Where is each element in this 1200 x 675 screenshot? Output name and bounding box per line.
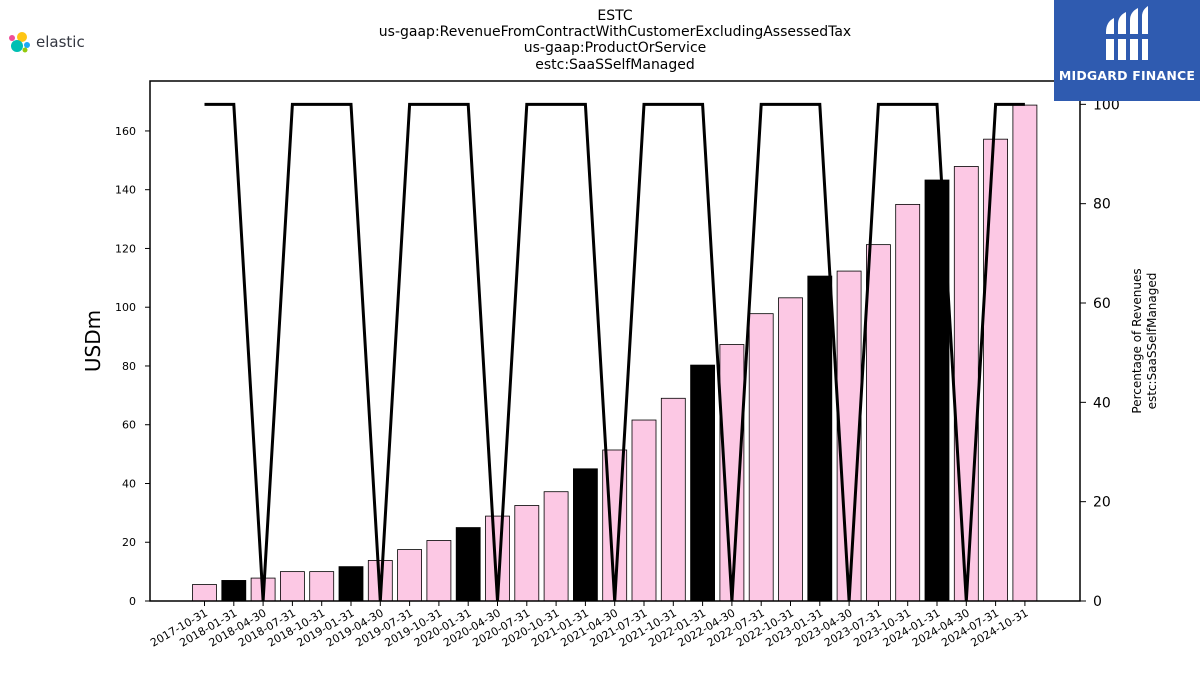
bar-2018-07-31 (279, 571, 305, 602)
y-axis-left: 0 20 40 60 80 100 120 140 160 (115, 125, 150, 608)
y-tick-label: 20 (122, 536, 136, 549)
bar-2024-04-30 (953, 166, 979, 602)
y-tick-label: 0 (129, 595, 136, 608)
bar-2019-01-31 (338, 566, 364, 602)
title-line-4: estc:SaaSSelfManaged (535, 57, 695, 73)
bar-2024-07-31 (983, 138, 1008, 602)
y2-tick-label: 100 (1093, 97, 1120, 113)
y-tick-label: 60 (122, 419, 136, 432)
y-axis-right: 0 20 40 60 80 100 (1080, 97, 1120, 610)
y2-tick-label: 80 (1093, 197, 1111, 213)
y2-tick-label: 40 (1093, 395, 1111, 411)
elastic-logo-icon (9, 32, 30, 53)
elastic-logo: elastic (8, 30, 85, 54)
elastic-logo-text: elastic (36, 33, 85, 51)
bar-2021-10-31 (660, 397, 686, 602)
bar-2018-10-31 (309, 571, 335, 602)
bar-2022-10-31 (778, 297, 803, 602)
y2-tick-label: 20 (1093, 495, 1111, 511)
midgard-logo-text: MIDGARD FINANCE (1058, 68, 1196, 83)
y2-axis-label-line-2: estc:SaaSSelfManaged (1145, 273, 1159, 410)
bar-2018-01-31 (221, 580, 247, 602)
bar-2023-01-31 (807, 275, 833, 602)
bar-2020-07-31 (514, 505, 540, 602)
title-line-2: us-gaap:RevenueFromContractWithCustomerE… (379, 24, 851, 40)
bar-series (192, 104, 1038, 602)
bar-2022-01-31 (690, 364, 715, 602)
midgard-logo-icon (1106, 6, 1148, 60)
y-tick-label: 120 (115, 242, 136, 255)
title-line-1: ESTC (597, 8, 632, 24)
y2-tick-label: 0 (1093, 594, 1102, 610)
bar-2021-07-31 (631, 419, 657, 602)
y-tick-label: 160 (115, 125, 136, 138)
bar-2023-10-31 (895, 203, 921, 602)
midgard-finance-logo: MIDGARD FINANCE (1054, 0, 1200, 101)
bar-2019-10-31 (426, 540, 452, 602)
title-line-3: us-gaap:ProductOrService (524, 40, 707, 56)
bar-2017-10-31 (192, 584, 217, 602)
bar-2019-07-31 (397, 549, 423, 602)
y-tick-label: 40 (122, 477, 136, 490)
bar-2023-07-31 (866, 244, 891, 602)
chart-title: ESTC us-gaap:RevenueFromContractWithCust… (379, 8, 851, 73)
y2-axis-label-line-1: Percentage of Revenues (1130, 268, 1144, 413)
x-axis: 2017-10-312018-01-312018-04-302018-07-31… (148, 601, 1030, 650)
bar-2021-01-31 (573, 468, 598, 602)
bar-2022-07-31 (748, 313, 774, 602)
y-tick-label: 80 (122, 360, 136, 373)
bar-2024-10-31 (1012, 104, 1038, 602)
y-tick-label: 140 (115, 184, 136, 197)
y-tick-label: 100 (115, 301, 136, 314)
y-axis-label: USDm (81, 310, 105, 372)
bar-2020-10-31 (543, 491, 569, 602)
y2-tick-label: 60 (1093, 296, 1111, 312)
bar-2020-01-31 (455, 527, 481, 602)
